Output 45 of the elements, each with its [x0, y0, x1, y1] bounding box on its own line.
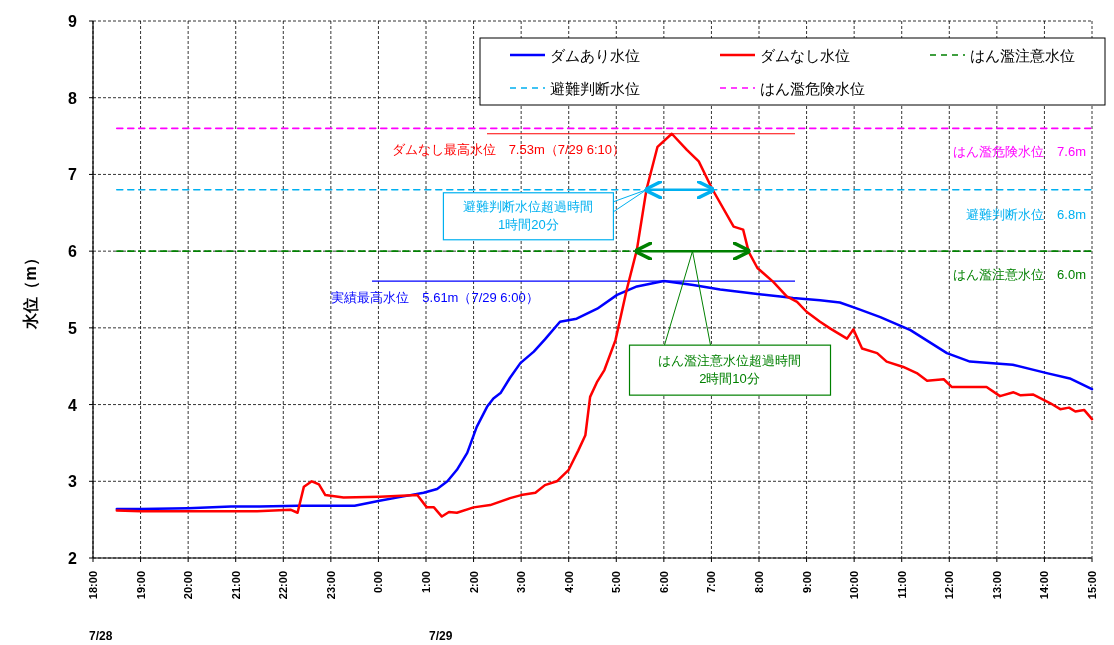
legend-label: はん濫危険水位	[760, 80, 865, 97]
x-tick-label: 6:00	[657, 571, 670, 594]
x-tick-label: 23:00	[324, 571, 337, 600]
y-tick-label: 4	[68, 396, 78, 414]
x-tick-label: 5:00	[610, 571, 623, 594]
legend-label: はん濫注意水位	[970, 47, 1075, 64]
x-tick-label: 21:00	[229, 571, 242, 600]
x-tick-label: 0:00	[372, 571, 385, 594]
x-tick-label: 12:00	[943, 571, 956, 600]
annotation: はん濫注意水位 6.0m	[953, 267, 1086, 283]
x-tick-label: 4:00	[562, 571, 575, 594]
ref-line-label: ダムなし最高水位 7.53m（7/29 6:10）	[391, 141, 625, 157]
y-tick-label: 7	[68, 166, 78, 184]
annotation: 避難判断水位 6.8m	[966, 206, 1086, 222]
ref-line-label: 実績最高水位 5.61m（7/29 6:00）	[331, 290, 539, 306]
y-tick-label: 2	[68, 550, 78, 567]
x-tick-label: 10:00	[848, 571, 861, 600]
x-tick-label: 18:00	[87, 571, 99, 600]
x-tick-label: 14:00	[1038, 571, 1051, 600]
legend-label: ダムなし水位	[760, 47, 850, 64]
x-tick-label: 1:00	[420, 571, 432, 594]
text: 7/28	[89, 629, 113, 643]
x-tick-label: 20:00	[182, 571, 195, 600]
legend-label: 避難判断水位	[550, 80, 640, 97]
x-tick-label: 13:00	[990, 571, 1003, 600]
y-tick-label: 3	[68, 473, 78, 491]
x-tick-label: 7:00	[705, 571, 718, 594]
x-tick-label: 3:00	[515, 571, 528, 594]
x-tick-label: 11:00	[895, 571, 908, 599]
annotation: はん濫注意水位超過時間 2時間10分	[658, 353, 802, 387]
annotation: 避難判断水位超過時間 1時間20分	[463, 198, 594, 232]
y-tick-label: 9	[68, 13, 78, 30]
x-tick-label: 15:00	[1086, 571, 1098, 600]
text: 7/29	[429, 629, 453, 643]
y-tick-label: 8	[68, 89, 78, 107]
x-tick-label: 2:00	[467, 571, 480, 594]
y-tick-label: 6	[68, 243, 78, 261]
annotation: はん濫危険水位 7.6m	[953, 144, 1086, 160]
legend-label: ダムあり水位	[550, 47, 640, 64]
y-axis-title: 水位（m）	[22, 250, 40, 330]
x-tick-label: 8:00	[753, 571, 765, 594]
x-tick-label: 19:00	[134, 571, 147, 600]
x-tick-label: 22:00	[277, 571, 290, 600]
x-tick-label: 9:00	[800, 571, 813, 594]
y-tick-label: 5	[68, 319, 78, 337]
